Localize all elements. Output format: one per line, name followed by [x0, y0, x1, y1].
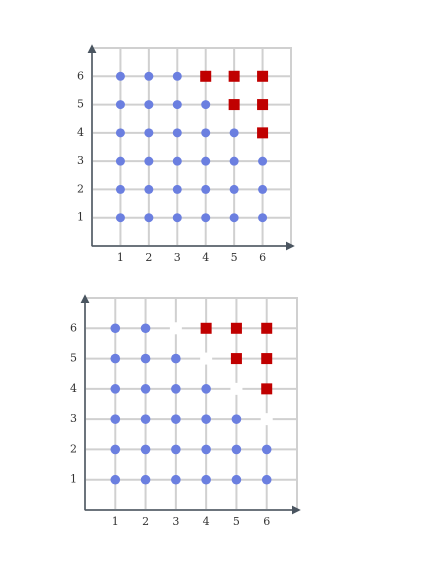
- dot: [261, 474, 272, 485]
- dot: [140, 323, 151, 334]
- x-tick-label: 5: [233, 515, 240, 528]
- dot: [229, 128, 239, 138]
- y-tick-label: 2: [77, 182, 84, 195]
- y-tick-label: 4: [77, 126, 84, 139]
- y-tick-label: 1: [77, 211, 84, 224]
- x-tick-label: 6: [263, 515, 270, 528]
- gap: [230, 382, 243, 395]
- dot: [115, 184, 125, 194]
- y-tick-label: 3: [77, 154, 84, 167]
- square: [228, 70, 240, 82]
- dot: [115, 100, 125, 110]
- dot: [172, 71, 182, 81]
- dot: [201, 156, 211, 166]
- dot: [110, 323, 121, 334]
- x-tick-label: 3: [172, 515, 179, 528]
- dot: [201, 128, 211, 138]
- y-tick-label: 2: [70, 442, 77, 455]
- x-tick-label: 3: [174, 251, 181, 264]
- dot: [171, 353, 181, 364]
- gap: [169, 322, 182, 335]
- dot: [171, 474, 181, 485]
- dot: [201, 474, 211, 485]
- dot: [258, 156, 268, 166]
- dot: [172, 213, 182, 223]
- dot: [201, 384, 211, 394]
- dot: [231, 444, 242, 455]
- square: [257, 70, 269, 82]
- dot: [172, 156, 182, 166]
- x-tick-label: 4: [203, 515, 210, 528]
- dot: [115, 71, 125, 81]
- dot: [110, 353, 121, 364]
- dot: [144, 71, 154, 81]
- dot: [144, 156, 154, 166]
- y-tick-label: 6: [70, 321, 77, 334]
- y-tick-label: 6: [77, 69, 84, 82]
- dot: [231, 414, 242, 424]
- y-tick-label: 5: [70, 352, 77, 365]
- dot: [171, 444, 181, 455]
- x-tick-label: 2: [145, 251, 152, 264]
- gap: [200, 352, 213, 365]
- square: [257, 99, 269, 111]
- dot: [261, 444, 272, 455]
- dot: [201, 213, 211, 223]
- square: [257, 127, 269, 139]
- square: [261, 322, 273, 334]
- dot: [144, 100, 154, 110]
- square: [230, 353, 242, 365]
- dot: [229, 156, 239, 166]
- dot: [201, 184, 211, 194]
- x-tick-label: 1: [112, 515, 119, 528]
- square: [228, 99, 240, 111]
- x-tick-label: 1: [117, 251, 124, 264]
- x-tick-label: 5: [231, 251, 238, 264]
- dot: [231, 474, 242, 485]
- dot: [140, 414, 151, 424]
- square: [200, 70, 212, 82]
- y-tick-label: 3: [70, 412, 77, 425]
- dot: [172, 128, 182, 138]
- dot: [115, 156, 125, 166]
- dot: [115, 128, 125, 138]
- dot: [144, 213, 154, 223]
- dot: [140, 353, 151, 364]
- square: [261, 383, 273, 395]
- square: [200, 322, 212, 334]
- square: [230, 322, 242, 334]
- dot: [201, 444, 211, 455]
- dot: [172, 184, 182, 194]
- dot: [140, 384, 151, 394]
- dot: [258, 213, 268, 223]
- dot: [140, 444, 151, 455]
- dot: [171, 384, 181, 394]
- dot: [229, 184, 239, 194]
- dot: [258, 184, 268, 194]
- x-tick-label: 2: [142, 515, 149, 528]
- dot: [110, 444, 121, 455]
- dot: [171, 414, 181, 424]
- dot: [201, 100, 211, 110]
- dot: [110, 474, 121, 485]
- y-tick-label: 1: [70, 473, 77, 486]
- dot: [140, 474, 151, 485]
- square: [261, 353, 273, 365]
- dot: [229, 213, 239, 223]
- dot: [172, 100, 182, 110]
- dot: [144, 128, 154, 138]
- dot: [110, 384, 121, 394]
- dot: [201, 414, 211, 424]
- dot: [110, 414, 121, 424]
- dot: [144, 184, 154, 194]
- gap: [260, 413, 273, 426]
- y-tick-label: 5: [77, 98, 84, 111]
- y-tick-label: 4: [70, 382, 77, 395]
- dot: [115, 213, 125, 223]
- x-tick-label: 4: [202, 251, 209, 264]
- x-tick-label: 6: [259, 251, 266, 264]
